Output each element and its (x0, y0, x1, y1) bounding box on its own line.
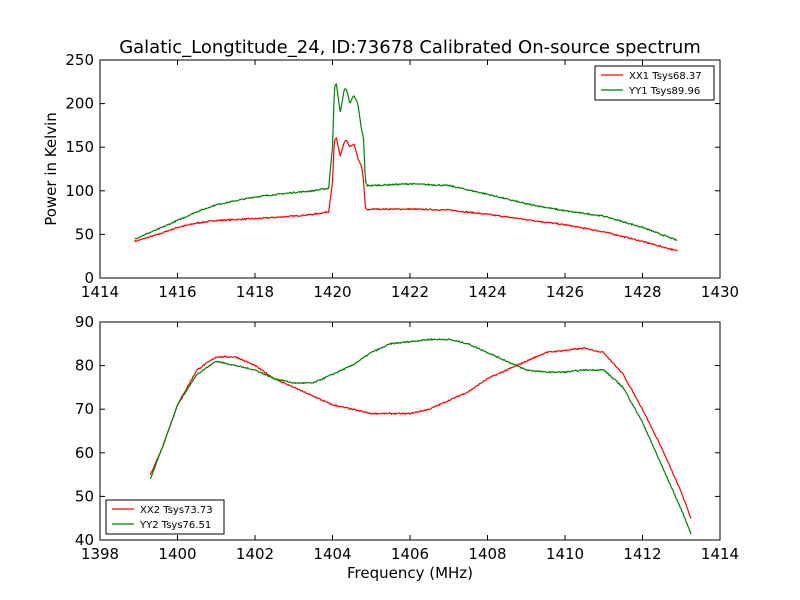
y-tick-label: 50 (75, 487, 94, 505)
x-tick-label: 1410 (546, 545, 584, 563)
bottom-spectrum-plot: 1398 1400 1402 1404 1406 1408 1410 1412 1414 40 50… (75, 313, 739, 582)
legend-label: XX1 Tsys68.37 (629, 71, 702, 82)
x-tick-label: 1426 (546, 283, 584, 301)
y-tick-label: 100 (65, 182, 94, 200)
y-tick-label: 70 (75, 400, 94, 418)
figure-title: Galatic_Longtitude_24, ID:73678 Calibrat… (119, 37, 701, 58)
y-tick-label: 80 (75, 357, 94, 375)
x-tick-label: 1402 (236, 545, 274, 563)
legend-label: YY2 Tsys76.51 (139, 520, 211, 531)
x-tick-label: 1428 (623, 283, 661, 301)
y-tick-label: 40 (75, 531, 94, 549)
x-tick-label: 1430 (701, 283, 739, 301)
y-tick-label: 0 (84, 269, 94, 287)
y-tick-label: 250 (65, 51, 94, 69)
legend-label: XX2 Tsys73.73 (140, 505, 213, 516)
series-line-yy (134, 83, 678, 241)
legend: XX2 Tsys73.73 YY2 Tsys76.51 (105, 499, 225, 535)
x-tick-label: 1418 (236, 283, 274, 301)
x-tick-label: 1404 (313, 545, 351, 563)
x-tick-label: 1400 (158, 545, 196, 563)
y-tick-label: 60 (75, 444, 94, 462)
y-tick-label: 90 (75, 313, 94, 331)
x-tick-label: 1416 (158, 283, 196, 301)
x-tick-label: 1424 (468, 283, 506, 301)
y-axis-label: Power in Kelvin (42, 112, 60, 226)
series-line-xx (149, 346, 692, 519)
x-tick-label: 1414 (701, 545, 739, 563)
legend-box (594, 65, 715, 101)
legend-label: YY1 Tsys89.96 (628, 86, 700, 97)
series-line-yy (149, 337, 692, 535)
x-tick-label: 1398 (81, 545, 119, 563)
x-tick-label: 1422 (391, 283, 429, 301)
y-tick-label: 150 (65, 138, 94, 156)
top-spectrum-plot: 1414 1416 1418 1420 1422 1424 1426 1428 1430 0 50 1… (42, 51, 739, 301)
y-tick-label: 50 (75, 225, 94, 243)
y-tick-label: 200 (65, 95, 94, 113)
series-line-xx (134, 136, 678, 252)
x-tick-label: 1408 (468, 545, 506, 563)
legend-box (105, 499, 225, 535)
x-axis-label: Frequency (MHz) (347, 564, 473, 582)
legend: XX1 Tsys68.37 YY1 Tsys89.96 (594, 65, 715, 101)
x-tick-label: 1406 (391, 545, 429, 563)
x-tick-label: 1414 (81, 283, 119, 301)
x-tick-label: 1420 (313, 283, 351, 301)
x-tick-label: 1412 (623, 545, 661, 563)
